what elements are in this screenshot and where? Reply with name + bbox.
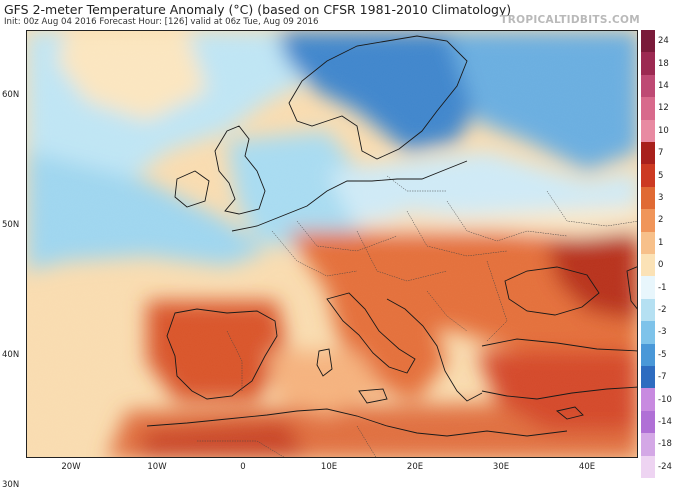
coast-turkey-south	[481, 386, 637, 400]
coast-sicily	[358, 388, 388, 404]
colorbar-segment	[641, 209, 655, 233]
colorbar-label: -10	[658, 394, 672, 405]
colorbar-segment	[641, 388, 655, 412]
colorbar	[641, 30, 655, 479]
colorbar-label: -18	[658, 439, 672, 450]
colorbar-label: -7	[658, 372, 667, 383]
colorbar-segment	[641, 321, 655, 345]
lon-label: 30E	[492, 462, 510, 472]
lon-label: 20W	[61, 462, 81, 472]
map-panel	[26, 30, 638, 458]
colorbar-segment	[641, 74, 655, 98]
lon-label: 0	[240, 462, 246, 472]
coast-turkey	[481, 338, 637, 352]
lon-label: 10W	[147, 462, 167, 472]
anomaly-map	[27, 31, 637, 457]
colorbar-label: 2	[658, 215, 664, 226]
colorbar-segment	[641, 276, 655, 300]
colorbar-label: -14	[658, 417, 672, 427]
colorbar-label: 1	[658, 237, 664, 248]
colorbar-label: -1	[658, 282, 667, 293]
forecast-info: Init: 00z Aug 04 2016 Forecast Hour: [12…	[4, 17, 319, 27]
coastlines	[146, 35, 637, 437]
coast-sardinia	[316, 348, 333, 377]
coast-britain	[214, 125, 266, 215]
colorbar-segment	[641, 186, 655, 210]
coast-iberia	[166, 308, 278, 400]
colorbar-label: -2	[658, 305, 667, 315]
colorbar-label: 18	[658, 58, 669, 69]
colorbar-label: 3	[658, 193, 664, 203]
colorbar-segment	[641, 231, 655, 255]
lat-label: 60N	[2, 90, 20, 100]
colorbar-label: 14	[658, 81, 669, 91]
colorbar-segment	[641, 97, 655, 121]
brand-watermark: TROPICALTIDBITS.COM	[500, 14, 640, 26]
coast-cyprus	[555, 406, 584, 420]
coast-balkans	[386, 298, 483, 402]
lat-label: 30N	[2, 480, 20, 490]
lat-label: 50N	[2, 220, 20, 230]
colorbar-segment	[641, 30, 655, 53]
colorbar-segment	[641, 343, 655, 367]
colorbar-segment	[641, 254, 655, 277]
colorbar-segment	[641, 298, 655, 322]
lat-label: 40N	[2, 350, 20, 360]
coast-north-africa	[146, 408, 568, 437]
colorbar-label: 10	[658, 125, 669, 136]
coast-black-sea	[504, 266, 600, 316]
colorbar-segment	[641, 410, 655, 434]
lon-label: 40E	[578, 462, 596, 472]
colorbar-label: 12	[658, 103, 669, 114]
colorbar-label: 5	[658, 170, 664, 181]
coast-caspian	[626, 266, 637, 310]
coast-italy	[326, 292, 416, 374]
coast-ireland	[174, 170, 210, 208]
map-title: GFS 2-meter Temperature Anomaly (°C) (ba…	[4, 2, 512, 17]
lon-label: 10E	[320, 462, 338, 472]
colorbar-segment	[641, 119, 655, 143]
colorbar-label: -24	[658, 461, 672, 472]
country-borders	[197, 175, 637, 457]
coast-scandinavia	[288, 35, 468, 160]
colorbar-segment	[641, 366, 655, 389]
colorbar-label: -3	[658, 327, 667, 338]
colorbar-segment	[641, 455, 655, 479]
colorbar-label: 0	[658, 260, 664, 271]
colorbar-label: 24	[658, 36, 669, 47]
colorbar-label: 7	[658, 148, 664, 159]
colorbar-segment	[641, 142, 655, 165]
lon-label: 20E	[406, 462, 424, 472]
colorbar-segment	[641, 52, 655, 76]
colorbar-segment	[641, 433, 655, 457]
colorbar-segment	[641, 164, 655, 188]
coast-western-europe	[231, 160, 468, 232]
colorbar-label: -5	[658, 349, 667, 360]
